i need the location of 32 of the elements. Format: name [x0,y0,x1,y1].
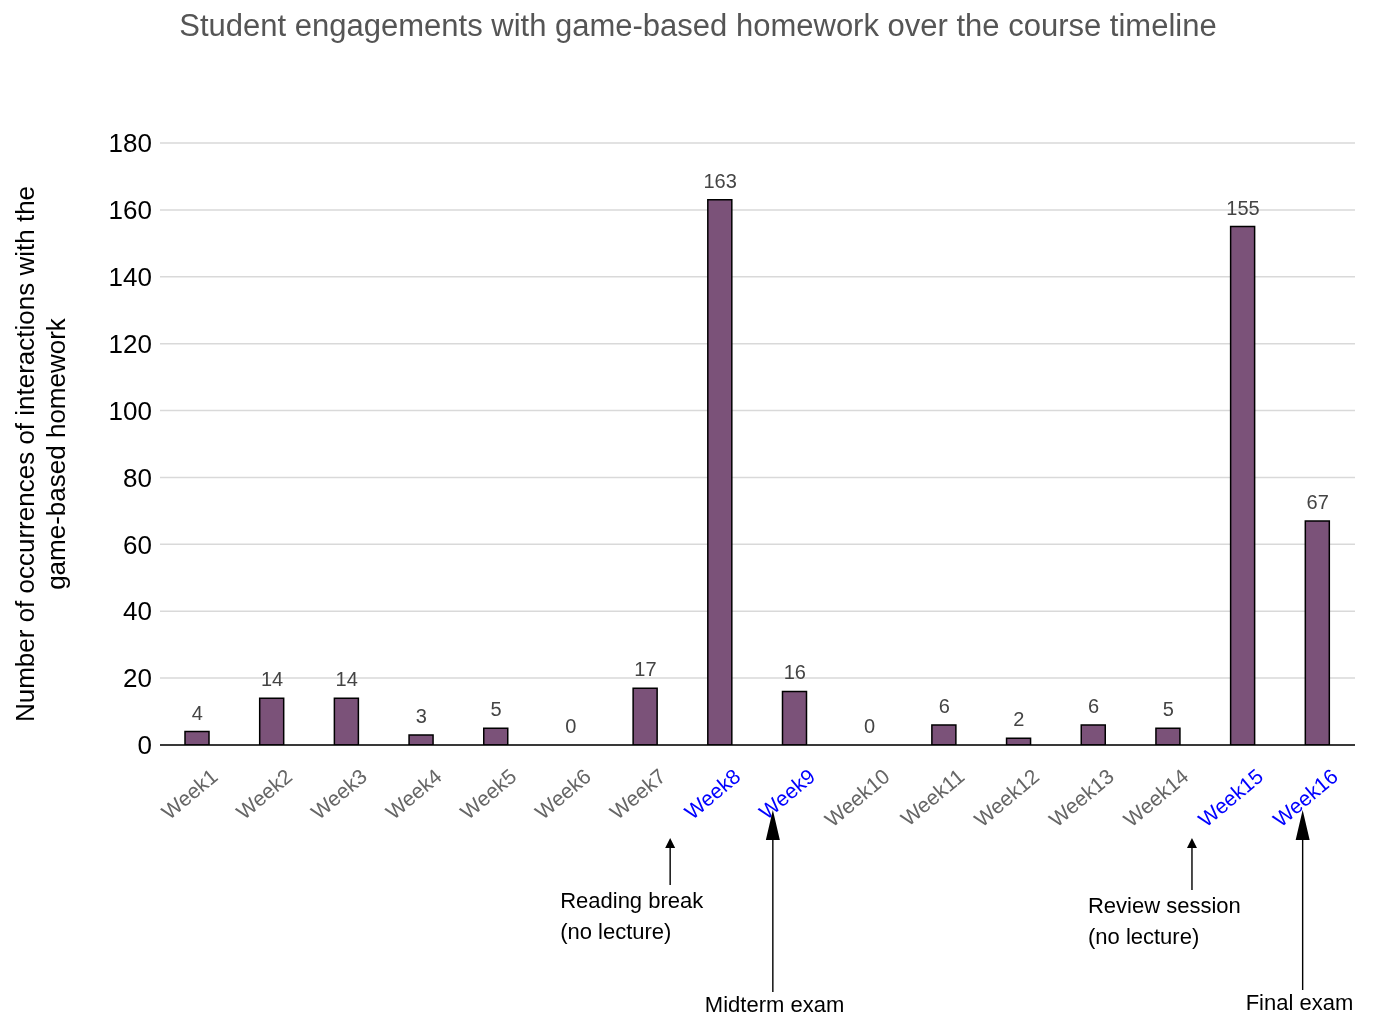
data-label: 3 [415,704,427,727]
text: Final exam [1245,990,1354,1015]
y-tick-label: 140 [108,262,152,293]
data-label: 14 [260,668,284,691]
data-label: 67 [1306,490,1329,513]
y-tick-label: 180 [108,128,152,159]
data-label: 4 [191,701,203,724]
text: Reading break (no lecture) [560,888,705,944]
data-label: 0 [565,715,577,737]
data-label: 0 [863,715,876,737]
y-tick-label: 40 [123,596,152,627]
y-axis-title: Number of occurrences of interactions with the game-based homework [10,185,71,723]
data-label: 5 [1162,698,1174,721]
data-label: 5 [490,698,502,721]
data-label: 17 [634,658,657,681]
y-tick-label: 60 [123,529,152,560]
y-tick-label: 100 [108,395,152,426]
data-label: 6 [1088,694,1100,717]
data-label: 155 [1226,196,1260,219]
data-label: 163 [703,169,737,192]
text: Review session (no lecture) [1087,893,1241,949]
data-label: 2 [1013,708,1025,731]
data-label: 16 [783,661,806,684]
y-tick-label: 0 [137,730,152,761]
data-label: 6 [938,694,950,717]
text: Midterm exam [704,992,845,1016]
y-tick-label: 80 [123,462,152,493]
data-label: 14 [335,668,358,691]
chart-title: Student engagements with game-based homework over the course timeline [178,7,1218,45]
y-tick-label: 160 [108,195,152,226]
y-tick-label: 120 [108,328,152,359]
y-tick-label: 20 [123,663,152,694]
